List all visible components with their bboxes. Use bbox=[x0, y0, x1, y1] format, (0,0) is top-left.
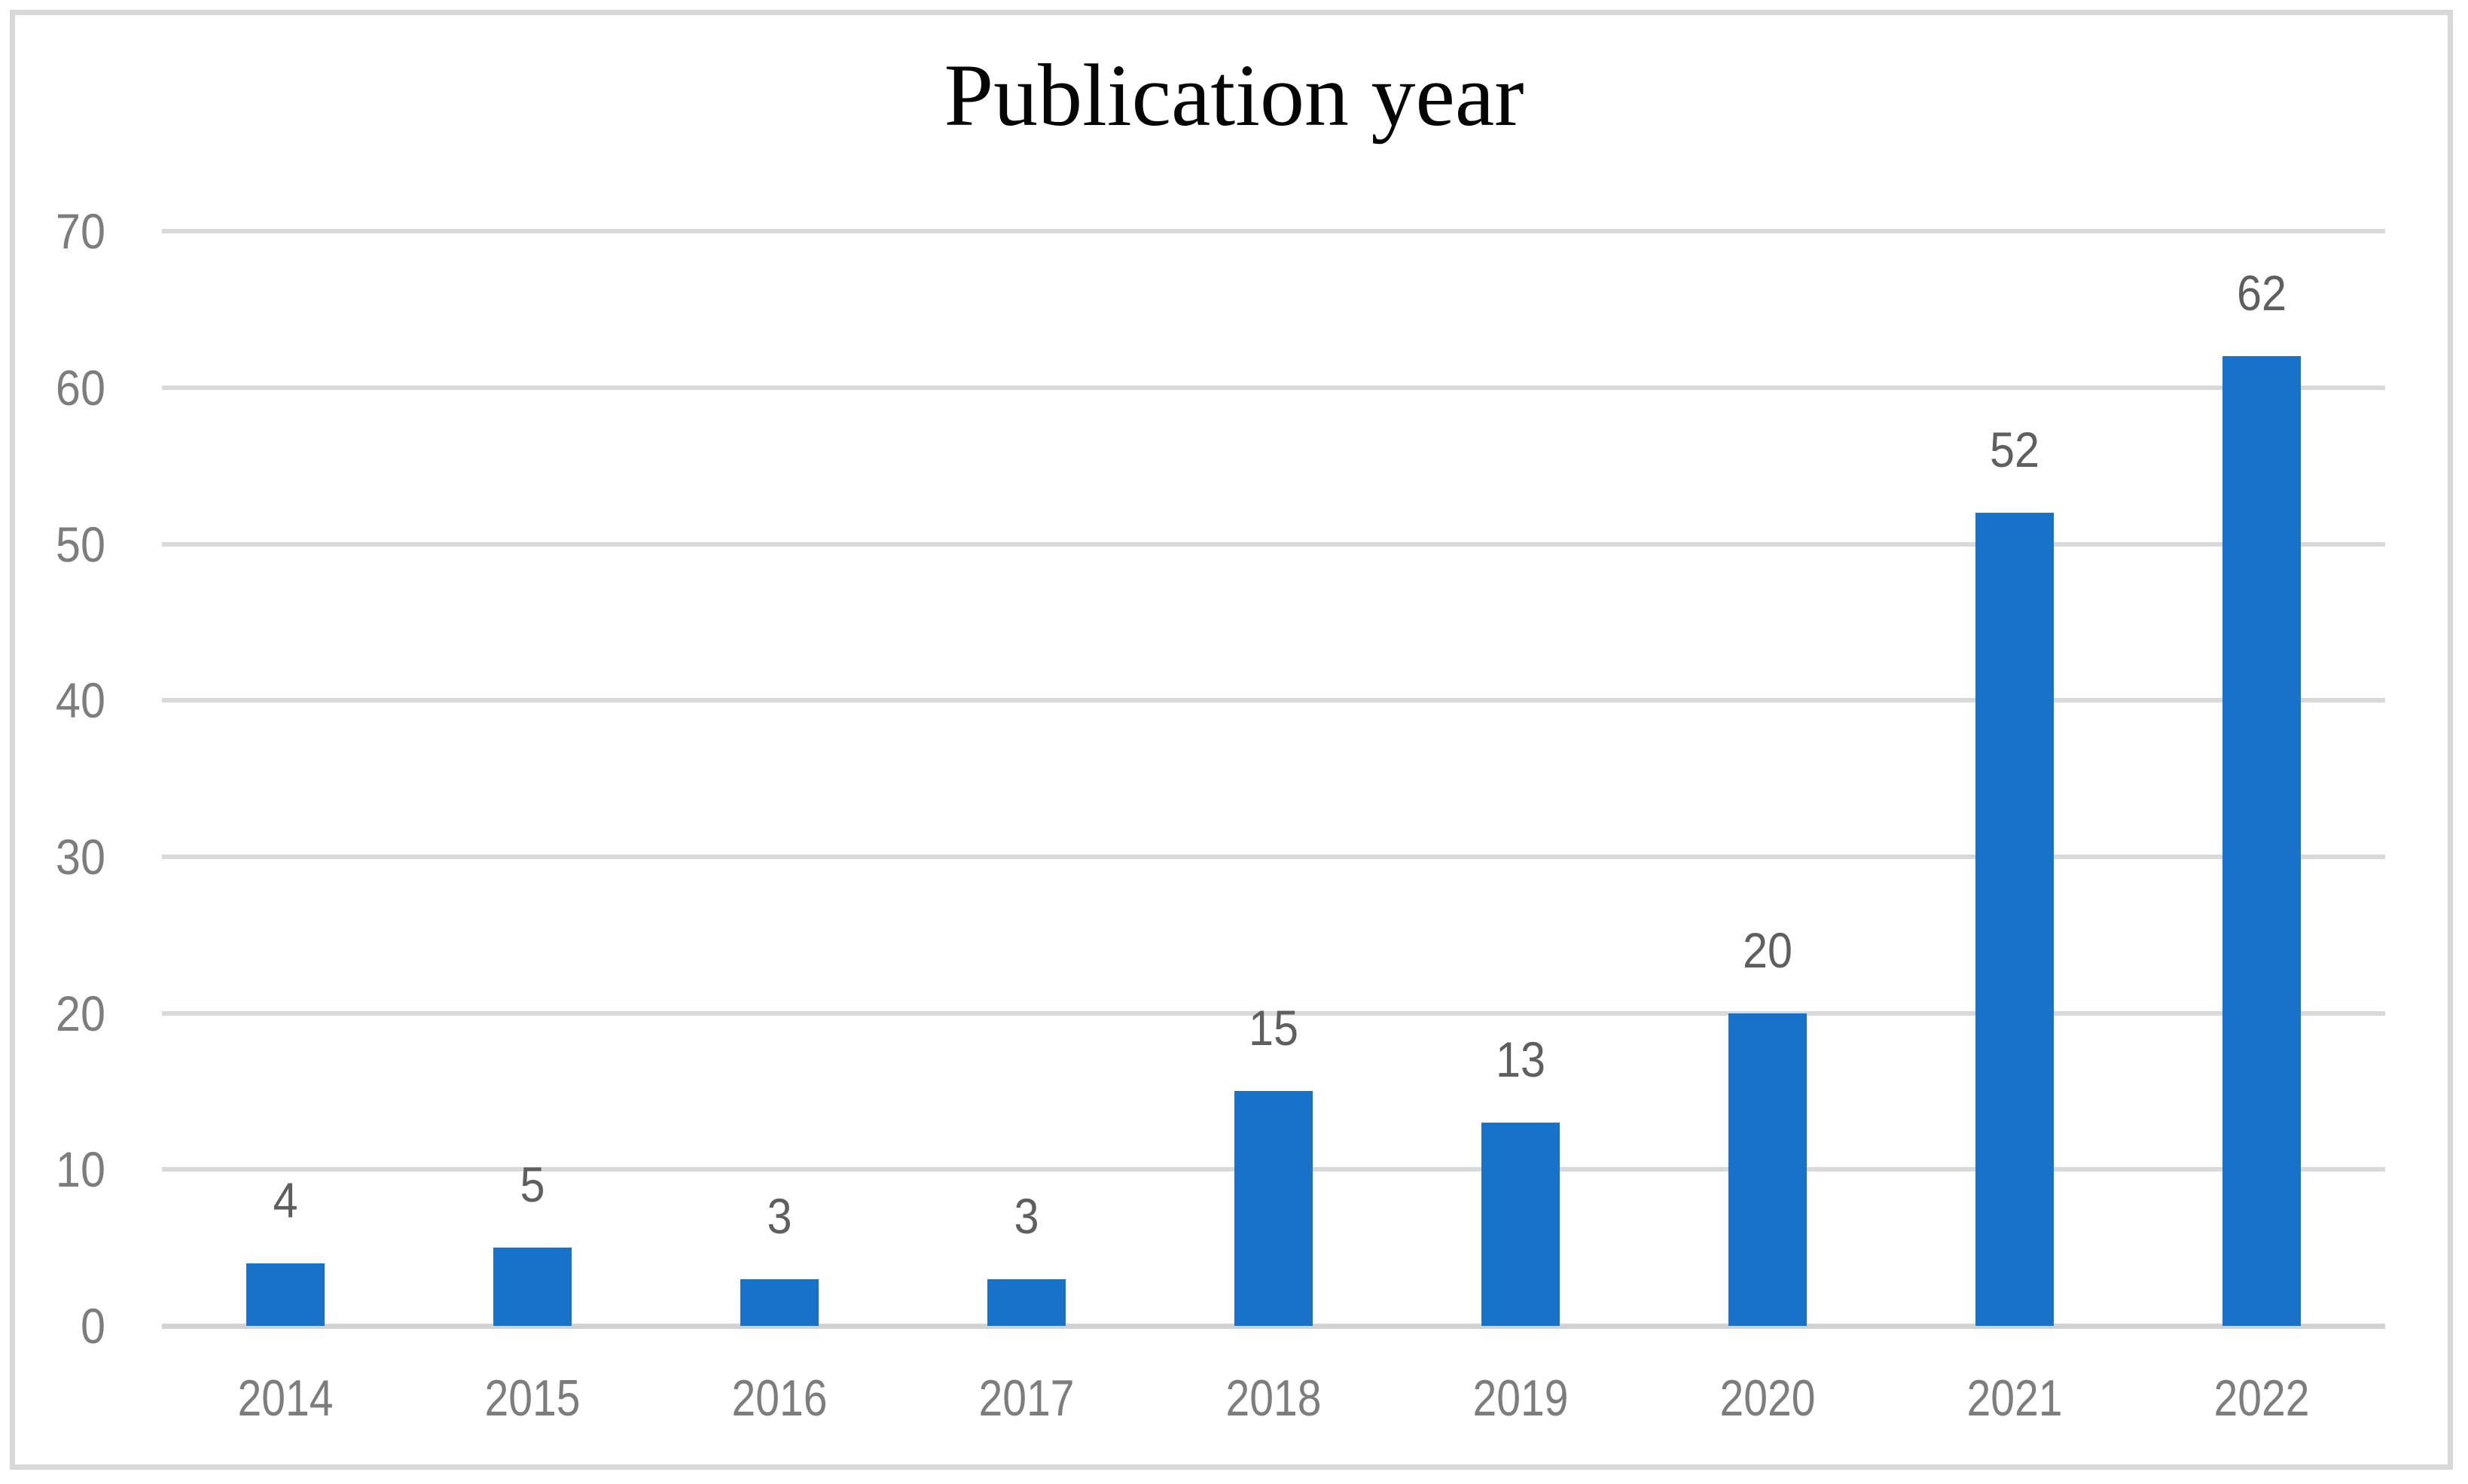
y-tick-label-60: 60 bbox=[55, 359, 105, 416]
x-tick-label-2021: 2021 bbox=[1966, 1370, 2063, 1427]
bar-2015[interactable] bbox=[493, 1248, 572, 1326]
gridline-70 bbox=[162, 229, 2385, 234]
chart-title: Publication year bbox=[944, 46, 1524, 145]
bar-2019[interactable] bbox=[1481, 1122, 1560, 1326]
x-tick-label-2019: 2019 bbox=[1472, 1370, 1569, 1427]
x-axis-line bbox=[162, 1324, 2385, 1329]
gridline-30 bbox=[162, 854, 2385, 859]
bar-2020[interactable] bbox=[1728, 1013, 1807, 1326]
bar-2022[interactable] bbox=[2222, 356, 2301, 1326]
bar-2016[interactable] bbox=[740, 1278, 819, 1326]
bar-2018[interactable] bbox=[1234, 1091, 1313, 1326]
data-label-2019: 13 bbox=[1495, 1031, 1546, 1087]
x-tick-label-2018: 2018 bbox=[1225, 1370, 1322, 1427]
data-label-2016: 3 bbox=[767, 1187, 792, 1244]
x-tick-label-2015: 2015 bbox=[484, 1370, 581, 1427]
bar-2017[interactable] bbox=[987, 1278, 1066, 1326]
data-label-2017: 3 bbox=[1014, 1187, 1039, 1244]
data-label-2020: 20 bbox=[1742, 922, 1793, 978]
data-label-2014: 4 bbox=[273, 1172, 298, 1228]
x-tick-label-2014: 2014 bbox=[237, 1370, 334, 1427]
data-label-2015: 5 bbox=[520, 1156, 545, 1213]
data-label-2022: 62 bbox=[2236, 265, 2287, 321]
gridline-60 bbox=[162, 385, 2385, 390]
y-tick-label-10: 10 bbox=[55, 1141, 105, 1198]
y-tick-label-30: 30 bbox=[55, 828, 105, 885]
bar-2021[interactable] bbox=[1975, 512, 2054, 1326]
x-tick-label-2016: 2016 bbox=[731, 1370, 828, 1427]
y-tick-label-20: 20 bbox=[55, 985, 105, 1041]
gridline-20 bbox=[162, 1010, 2385, 1016]
gridline-50 bbox=[162, 541, 2385, 547]
y-tick-label-50: 50 bbox=[55, 516, 105, 572]
data-label-2018: 15 bbox=[1248, 1000, 1299, 1056]
bar-2014[interactable] bbox=[246, 1263, 325, 1326]
data-label-2021: 52 bbox=[1989, 421, 2040, 477]
x-tick-label-2017: 2017 bbox=[978, 1370, 1075, 1427]
x-tick-label-2022: 2022 bbox=[2213, 1370, 2310, 1427]
y-tick-label-0: 0 bbox=[80, 1298, 105, 1354]
x-tick-label-2020: 2020 bbox=[1719, 1370, 1816, 1427]
y-tick-label-70: 70 bbox=[55, 203, 105, 260]
y-tick-label-40: 40 bbox=[55, 672, 105, 729]
gridline-40 bbox=[162, 698, 2385, 703]
